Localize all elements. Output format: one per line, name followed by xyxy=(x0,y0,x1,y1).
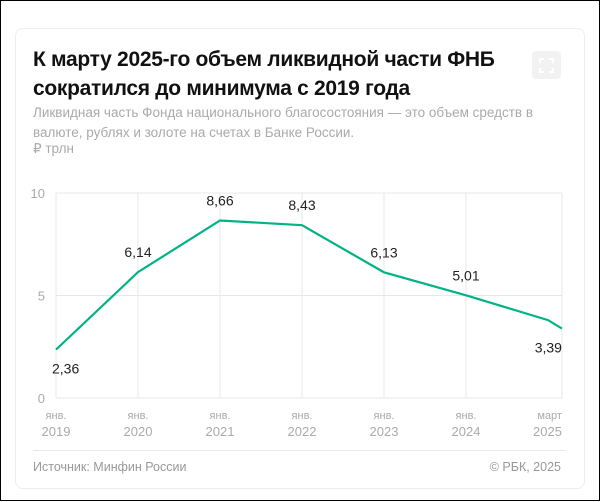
x-tick-label: 2021 xyxy=(206,424,235,439)
data-label: 6,13 xyxy=(370,244,397,260)
data-label: 8,66 xyxy=(206,192,233,208)
x-tick-label: янв. xyxy=(128,410,149,422)
x-tick-label: 2024 xyxy=(452,424,481,439)
data-label: 3,39 xyxy=(535,340,562,356)
x-tick-label: янв. xyxy=(456,410,477,422)
footer-divider xyxy=(33,450,566,451)
y-tick-label: 0 xyxy=(38,391,45,406)
copyright: © РБК, 2025 xyxy=(490,460,561,474)
x-tick-label: 2019 xyxy=(42,424,71,439)
y-tick-label: 5 xyxy=(38,289,45,304)
data-label: 2,36 xyxy=(52,361,79,377)
x-tick-label: янв. xyxy=(46,410,67,422)
x-tick-label: янв. xyxy=(292,410,313,422)
x-tick-label: 2022 xyxy=(288,424,317,439)
y-tick-label: 10 xyxy=(31,186,45,201)
data-label: 6,14 xyxy=(124,244,151,260)
data-label: 8,43 xyxy=(288,197,315,213)
x-tick-label: 2023 xyxy=(370,424,399,439)
series-line xyxy=(56,220,562,349)
x-tick-label: янв. xyxy=(210,410,231,422)
data-label: 5,01 xyxy=(452,267,479,283)
x-tick-label: март xyxy=(537,410,562,422)
x-tick-label: 2025 xyxy=(533,424,562,439)
x-tick-label: янв. xyxy=(374,410,395,422)
source-note: Источник: Минфин России xyxy=(33,460,186,474)
x-tick-label: 2020 xyxy=(124,424,153,439)
